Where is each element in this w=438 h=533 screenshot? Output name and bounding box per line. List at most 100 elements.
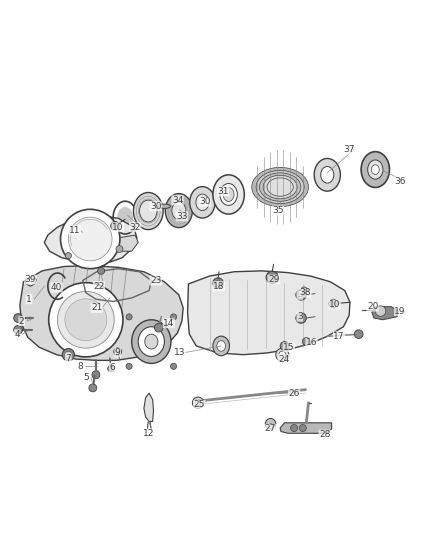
Text: 39: 39 xyxy=(25,275,36,284)
Circle shape xyxy=(126,314,132,320)
Circle shape xyxy=(375,306,386,316)
Circle shape xyxy=(266,271,279,284)
Text: 24: 24 xyxy=(278,354,289,364)
Ellipse shape xyxy=(321,166,334,183)
Text: 26: 26 xyxy=(288,389,300,398)
Text: 5: 5 xyxy=(83,373,89,382)
Circle shape xyxy=(354,330,363,338)
Text: 29: 29 xyxy=(268,275,279,284)
Circle shape xyxy=(65,299,107,341)
Text: 38: 38 xyxy=(300,288,311,297)
Ellipse shape xyxy=(213,336,230,356)
Polygon shape xyxy=(372,306,398,320)
Circle shape xyxy=(65,351,72,358)
Circle shape xyxy=(213,278,223,288)
Text: 1: 1 xyxy=(26,295,32,304)
Circle shape xyxy=(49,282,123,357)
Circle shape xyxy=(299,425,306,432)
Text: 12: 12 xyxy=(143,429,154,438)
Text: 7: 7 xyxy=(66,354,71,362)
Circle shape xyxy=(302,338,310,345)
Circle shape xyxy=(300,287,307,294)
Circle shape xyxy=(92,371,100,379)
Ellipse shape xyxy=(213,175,244,214)
Ellipse shape xyxy=(132,320,171,364)
Text: 10: 10 xyxy=(329,300,340,309)
Ellipse shape xyxy=(190,187,215,218)
Circle shape xyxy=(57,292,114,348)
Text: 35: 35 xyxy=(272,206,284,215)
Text: 3: 3 xyxy=(297,290,303,300)
Circle shape xyxy=(265,418,276,429)
Circle shape xyxy=(170,314,177,320)
Text: 2: 2 xyxy=(19,317,25,326)
Text: 11: 11 xyxy=(69,226,81,235)
Circle shape xyxy=(170,363,177,369)
Circle shape xyxy=(154,323,163,332)
Text: 30: 30 xyxy=(150,202,162,211)
Text: 31: 31 xyxy=(218,187,229,196)
Text: 21: 21 xyxy=(91,303,102,312)
Polygon shape xyxy=(117,235,138,251)
Polygon shape xyxy=(20,265,183,360)
Text: 30: 30 xyxy=(199,197,211,206)
Circle shape xyxy=(329,299,338,308)
Text: 19: 19 xyxy=(395,306,406,316)
Circle shape xyxy=(195,400,201,405)
Ellipse shape xyxy=(165,193,192,228)
Circle shape xyxy=(60,209,120,269)
Circle shape xyxy=(89,384,97,392)
Text: 16: 16 xyxy=(306,338,317,348)
Circle shape xyxy=(296,289,306,300)
Text: 14: 14 xyxy=(163,319,174,328)
Text: 36: 36 xyxy=(395,177,406,186)
Ellipse shape xyxy=(314,158,340,191)
Circle shape xyxy=(296,313,306,323)
Ellipse shape xyxy=(217,341,226,351)
Circle shape xyxy=(108,366,114,372)
Ellipse shape xyxy=(138,327,164,357)
Text: 40: 40 xyxy=(51,283,62,292)
Ellipse shape xyxy=(145,334,158,349)
Polygon shape xyxy=(280,423,332,433)
Ellipse shape xyxy=(158,204,170,208)
Ellipse shape xyxy=(267,178,293,196)
Circle shape xyxy=(116,246,123,253)
Text: 32: 32 xyxy=(130,223,141,232)
Circle shape xyxy=(62,349,74,361)
Text: 33: 33 xyxy=(176,212,187,221)
Ellipse shape xyxy=(223,188,234,201)
Ellipse shape xyxy=(134,192,163,230)
Circle shape xyxy=(14,313,22,322)
Ellipse shape xyxy=(263,175,297,199)
Circle shape xyxy=(98,268,105,274)
Text: 8: 8 xyxy=(77,361,83,370)
Circle shape xyxy=(65,253,71,259)
Circle shape xyxy=(192,397,204,408)
Polygon shape xyxy=(187,271,350,354)
Ellipse shape xyxy=(367,160,383,179)
Ellipse shape xyxy=(196,194,209,211)
Text: 4: 4 xyxy=(14,330,20,338)
Text: 9: 9 xyxy=(115,348,120,357)
Circle shape xyxy=(14,326,22,334)
Circle shape xyxy=(279,351,286,358)
Circle shape xyxy=(114,348,122,356)
Polygon shape xyxy=(44,214,137,263)
Text: 18: 18 xyxy=(213,281,225,290)
Ellipse shape xyxy=(140,200,157,222)
Ellipse shape xyxy=(172,202,186,220)
Text: 27: 27 xyxy=(265,424,276,433)
Text: 22: 22 xyxy=(93,281,105,290)
Circle shape xyxy=(276,348,289,361)
Circle shape xyxy=(280,342,289,350)
Ellipse shape xyxy=(361,152,389,188)
Text: 34: 34 xyxy=(172,196,183,205)
Circle shape xyxy=(290,425,297,432)
Text: 37: 37 xyxy=(343,145,355,154)
Text: 13: 13 xyxy=(174,348,185,357)
Circle shape xyxy=(111,222,120,230)
Ellipse shape xyxy=(256,171,304,204)
Text: 3: 3 xyxy=(297,312,303,321)
Polygon shape xyxy=(118,208,132,228)
